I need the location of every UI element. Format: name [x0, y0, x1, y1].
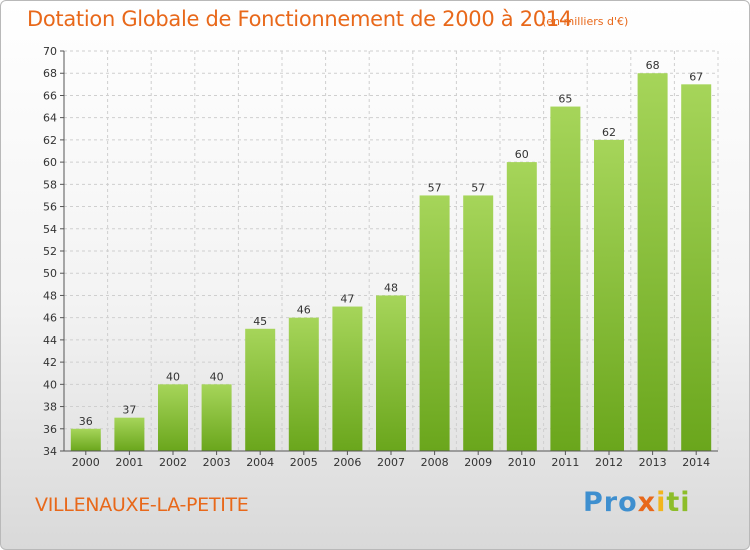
bar-value-label: 45 [253, 315, 267, 328]
y-tick-label: 48 [43, 289, 57, 302]
y-tick-label: 44 [43, 334, 57, 347]
y-tick-label: 36 [43, 423, 57, 436]
x-tick-label: 2000 [72, 456, 100, 469]
bar-value-label: 36 [79, 415, 93, 428]
bar-value-label: 46 [297, 304, 311, 317]
y-tick-label: 60 [43, 156, 57, 169]
bar [70, 428, 101, 451]
logo-part: x [637, 487, 657, 518]
bar [288, 317, 319, 451]
y-tick-label: 50 [43, 267, 57, 280]
x-tick-label: 2003 [203, 456, 231, 469]
bar-value-label: 60 [515, 148, 529, 161]
proxiti-logo: Proxiti [583, 487, 691, 518]
x-tick-label: 2013 [639, 456, 667, 469]
bar-value-label: 68 [646, 59, 660, 72]
bar-value-label: 47 [340, 293, 354, 306]
x-tick-label: 2014 [682, 456, 710, 469]
bar [332, 306, 363, 451]
x-tick-label: 2002 [159, 456, 187, 469]
x-tick-label: 2010 [508, 456, 536, 469]
axes: 34 36 38 40 42 44 46 48 50 52 54 56 58 60 62 64 66 68 70 20… [43, 45, 718, 469]
x-tick-label: 2006 [333, 456, 361, 469]
x-tick-label: 2009 [464, 456, 492, 469]
y-tick-label: 64 [43, 112, 57, 125]
x-tick-label: 2012 [595, 456, 623, 469]
bar-value-label: 37 [122, 404, 136, 417]
bar [419, 195, 450, 451]
bar [550, 106, 581, 452]
chart-title: Dotation Globale de Fonctionnement de 20… [27, 7, 572, 31]
x-tick-label: 2007 [377, 456, 405, 469]
data-labels: 36 37 40 40 45 46 47 48 57 57 60 65 62 68 67 [79, 59, 703, 428]
y-tick-label: 68 [43, 67, 57, 80]
bar [245, 328, 276, 451]
x-tick-label: 2005 [290, 456, 318, 469]
x-tick-label: 2004 [246, 456, 274, 469]
y-tick-label: 70 [43, 45, 57, 58]
y-tick-label: 54 [43, 223, 57, 236]
bar [201, 384, 232, 451]
y-tick-label: 42 [43, 356, 57, 369]
y-tick-label: 52 [43, 245, 57, 258]
x-tick-label: 2011 [551, 456, 579, 469]
chart-unit: (en milliers d'€) [542, 15, 629, 28]
y-tick-label: 58 [43, 178, 57, 191]
bar-value-label: 40 [166, 370, 180, 383]
x-tick-label: 2001 [115, 456, 143, 469]
bar [376, 295, 406, 451]
bar-value-label: 48 [384, 281, 398, 294]
y-tick-label: 46 [43, 312, 57, 325]
y-tick-label: 62 [43, 134, 57, 147]
bar-value-label: 65 [558, 93, 572, 106]
bar [637, 73, 668, 451]
bar [506, 162, 537, 451]
commune-name: VILLENAUXE-LA-PETITE [35, 494, 249, 516]
bar-value-label: 40 [210, 370, 224, 383]
logo-part: i [656, 487, 667, 518]
bar-value-label: 67 [689, 70, 703, 83]
bars [70, 73, 712, 452]
x-tick-label: 2008 [421, 456, 449, 469]
y-tick-label: 34 [43, 445, 57, 458]
bar-value-label: 57 [471, 181, 485, 194]
bar [114, 417, 145, 451]
bar [158, 384, 188, 451]
bar [463, 195, 494, 451]
bar-value-label: 62 [602, 126, 616, 139]
y-tick-label: 38 [43, 401, 57, 414]
bar [681, 84, 712, 451]
logo-part: Pro [583, 487, 638, 518]
bar-value-label: 57 [428, 181, 442, 194]
bar [594, 139, 624, 451]
y-tick-label: 56 [43, 201, 57, 214]
y-tick-label: 40 [43, 378, 57, 391]
logo-part: ti [666, 487, 691, 518]
y-tick-label: 66 [43, 89, 57, 102]
